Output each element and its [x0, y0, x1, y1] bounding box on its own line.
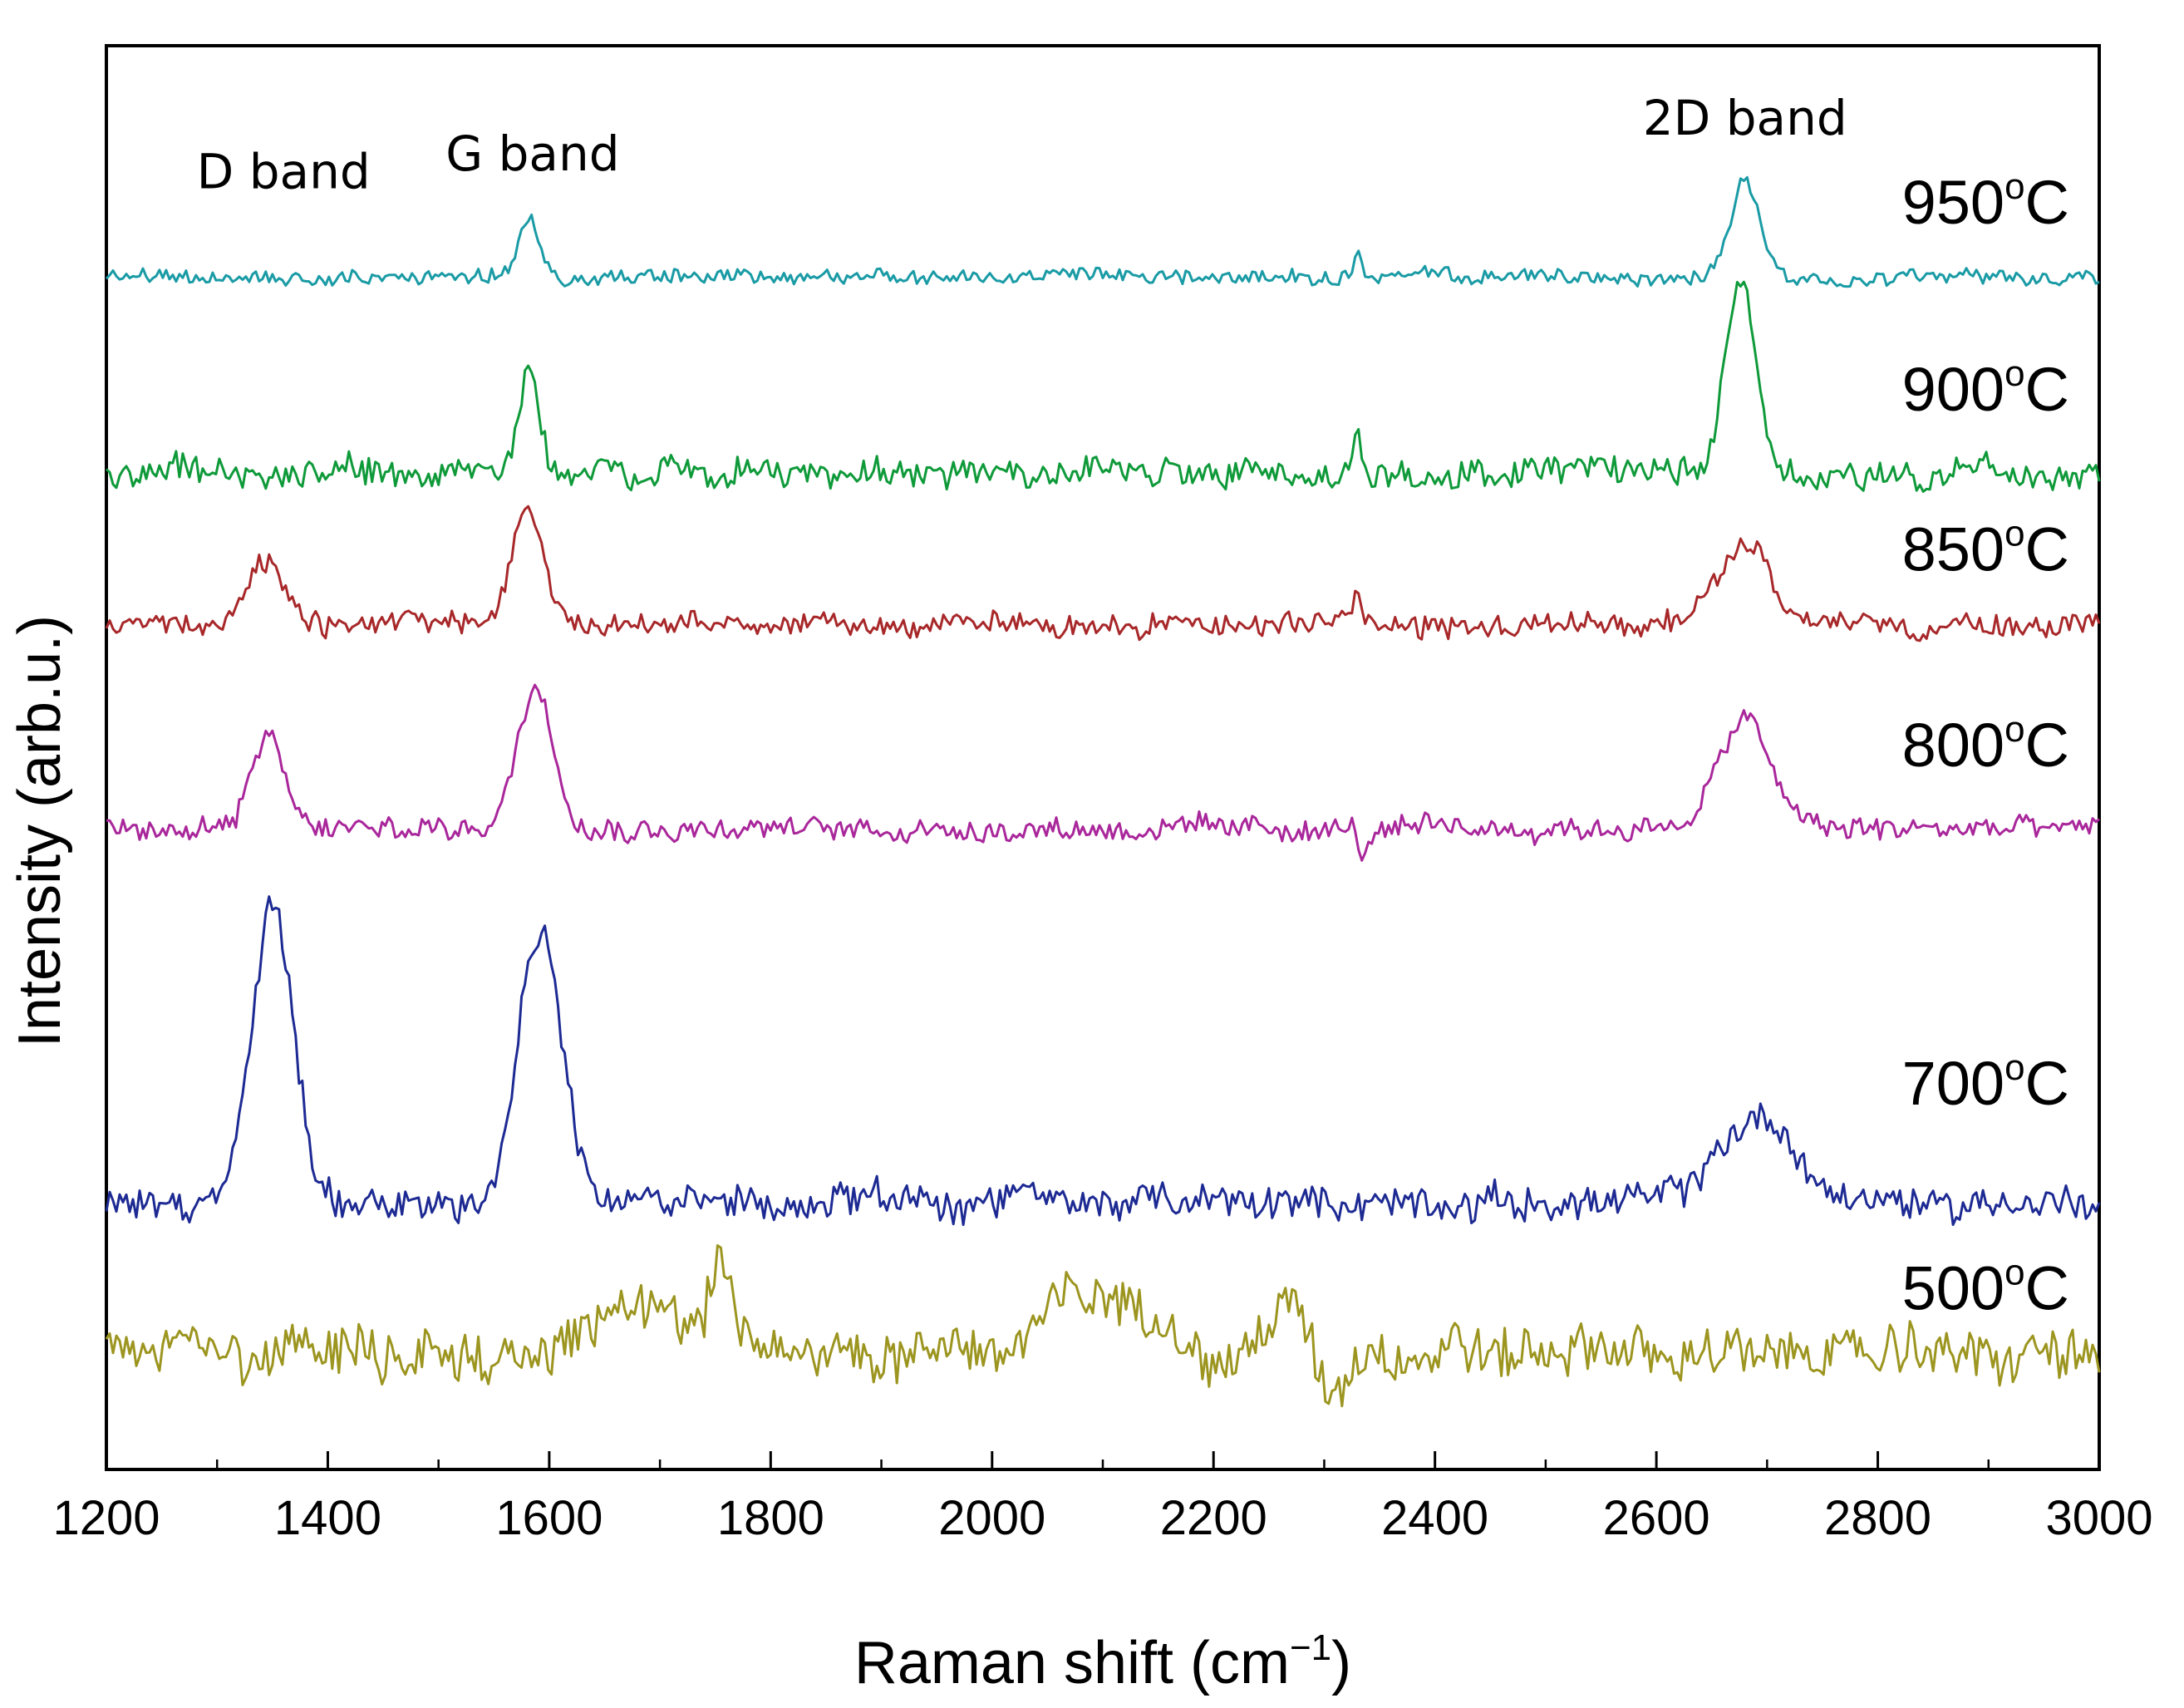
x-axis-ticks: 1200 1400 1600 1800 2000 2200 2400 2600 2800 3000: [52, 1451, 2153, 1545]
x-tick-label: 1400: [274, 1491, 381, 1545]
band-annotation: D band: [197, 143, 371, 199]
series-label: 800oC: [1902, 709, 2069, 780]
x-tick-label: 2400: [1381, 1491, 1488, 1545]
y-axis-title: Intensity (arb.u.): [7, 615, 73, 1047]
x-axis-title-sup: −1: [1290, 1627, 1331, 1668]
x-tick-label: 1600: [495, 1491, 603, 1545]
x-axis-title: Raman shift (cm−1): [854, 1627, 1351, 1696]
x-tick-label: 2000: [938, 1491, 1045, 1545]
spectrum-line: [105, 1244, 2101, 1408]
x-axis-title-close: ): [1331, 1630, 1351, 1696]
series-label: 500oC: [1902, 1252, 2069, 1322]
spectrum-line: [105, 505, 2101, 642]
series-labels: 950oC 900oC 850oC 800oC 700oC 500oC: [1902, 166, 2069, 1322]
x-tick-label: 2600: [1603, 1491, 1710, 1545]
spectrum-line: [105, 280, 2101, 493]
x-tick-label: 3000: [2045, 1491, 2152, 1545]
band-annotation: G band: [445, 126, 619, 182]
band-annotations: D band G band 2D band: [197, 90, 1847, 199]
plot-frame: [105, 44, 2101, 1471]
spectra-series: [105, 175, 2101, 1408]
spectrum-line: [105, 895, 2101, 1227]
x-tick-label: 1200: [52, 1491, 160, 1545]
x-tick-label: 2800: [1824, 1491, 1931, 1545]
x-axis-title-main: Raman shift (cm: [854, 1630, 1290, 1696]
series-label: 850oC: [1902, 514, 2069, 584]
x-tick-label: 2200: [1160, 1491, 1267, 1545]
spectrum-line: [106, 683, 2100, 862]
band-annotation: 2D band: [1643, 90, 1847, 146]
x-tick-label: 1800: [717, 1491, 824, 1545]
series-label: 900oC: [1902, 353, 2069, 424]
spectrum-line: [105, 175, 2100, 288]
series-label: 700oC: [1902, 1047, 2069, 1118]
series-label: 950oC: [1902, 166, 2069, 237]
